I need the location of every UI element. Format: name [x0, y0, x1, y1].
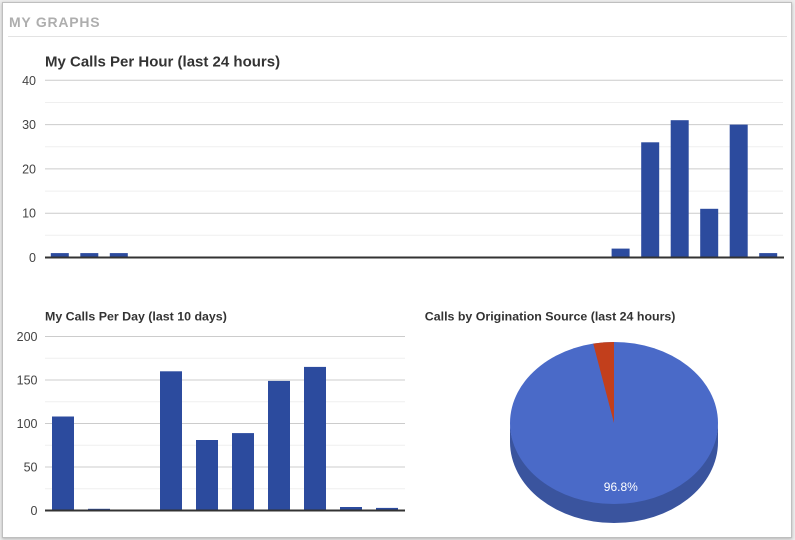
svg-text:150: 150	[17, 374, 38, 388]
svg-text:Calls by Origination Source (l: Calls by Origination Source (last 24 hou…	[425, 310, 676, 324]
svg-text:0: 0	[31, 504, 38, 518]
svg-text:40: 40	[22, 74, 36, 88]
svg-text:10: 10	[22, 207, 36, 221]
svg-text:50: 50	[24, 461, 38, 475]
svg-text:20: 20	[22, 162, 36, 176]
svg-text:200: 200	[17, 330, 38, 344]
svg-text:96.8%: 96.8%	[604, 480, 638, 494]
svg-text:30: 30	[22, 118, 36, 132]
svg-text:My Calls Per Day (last 10 days: My Calls Per Day (last 10 days)	[45, 310, 227, 324]
svg-text:My Calls Per Hour (last 24 hou: My Calls Per Hour (last 24 hours)	[45, 54, 280, 71]
svg-text:100: 100	[17, 417, 38, 431]
svg-text:0: 0	[29, 251, 36, 265]
